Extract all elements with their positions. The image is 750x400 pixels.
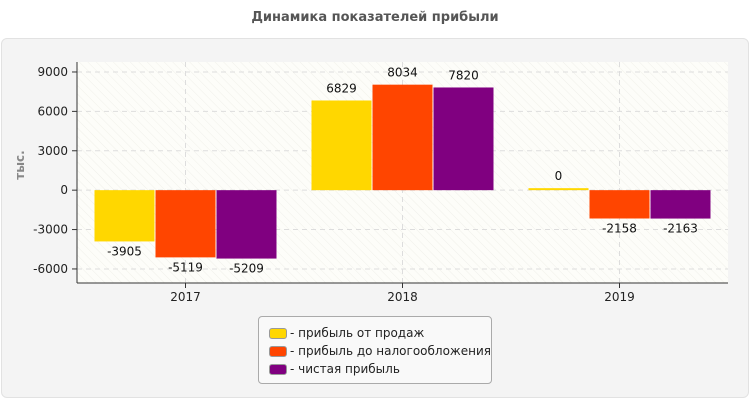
x-tick-label: 2019 <box>604 290 635 304</box>
y-axis-label: тыс. <box>13 150 27 179</box>
data-label: 8034 <box>387 66 418 80</box>
bar[interactable] <box>94 190 155 242</box>
x-tick-label: 2017 <box>170 290 201 304</box>
data-label: 0 <box>555 169 563 183</box>
bar[interactable] <box>372 84 433 191</box>
x-tick-label: 2018 <box>387 290 418 304</box>
data-label: -3905 <box>107 244 142 258</box>
y-tick-label: -3000 <box>33 223 68 237</box>
data-label: -5119 <box>168 260 203 274</box>
y-tick-label: 9000 <box>37 65 68 79</box>
bar[interactable] <box>433 87 494 191</box>
bar[interactable] <box>650 190 711 219</box>
y-tick-label: 0 <box>60 183 68 197</box>
bar[interactable] <box>216 190 277 259</box>
legend-label: прибыль до налогообложения <box>298 344 491 358</box>
legend-label: прибыль от продаж <box>298 326 425 340</box>
legend-item[interactable]: - прибыль от продаж <box>269 325 424 341</box>
data-label: 6829 <box>326 81 357 95</box>
y-tick-label: 3000 <box>37 144 68 158</box>
legend-swatch <box>269 345 287 357</box>
chart-title: Динамика показателей прибыли <box>251 10 499 25</box>
legend-prefix: - <box>290 344 299 358</box>
data-label: -2158 <box>602 221 637 235</box>
legend-label: чистая прибыль <box>298 362 400 376</box>
legend-prefix: - <box>290 362 299 376</box>
bar[interactable] <box>528 188 589 191</box>
data-label: -5209 <box>229 262 264 276</box>
bar[interactable] <box>589 190 650 219</box>
y-tick-label: -6000 <box>33 262 68 276</box>
y-tick-label: 6000 <box>37 104 68 118</box>
bar[interactable] <box>155 190 216 258</box>
legend-swatch <box>269 363 287 375</box>
legend-item[interactable]: - прибыль до налогообложения <box>269 343 491 359</box>
legend: - прибыль от продаж - прибыль до налогооб… <box>258 316 492 384</box>
legend-swatch <box>269 327 287 339</box>
legend-prefix: - <box>290 326 299 340</box>
data-label: 7820 <box>448 68 479 82</box>
data-label: -2163 <box>663 222 698 236</box>
legend-item[interactable]: - чистая прибыль <box>269 361 400 377</box>
bar[interactable] <box>311 100 372 191</box>
